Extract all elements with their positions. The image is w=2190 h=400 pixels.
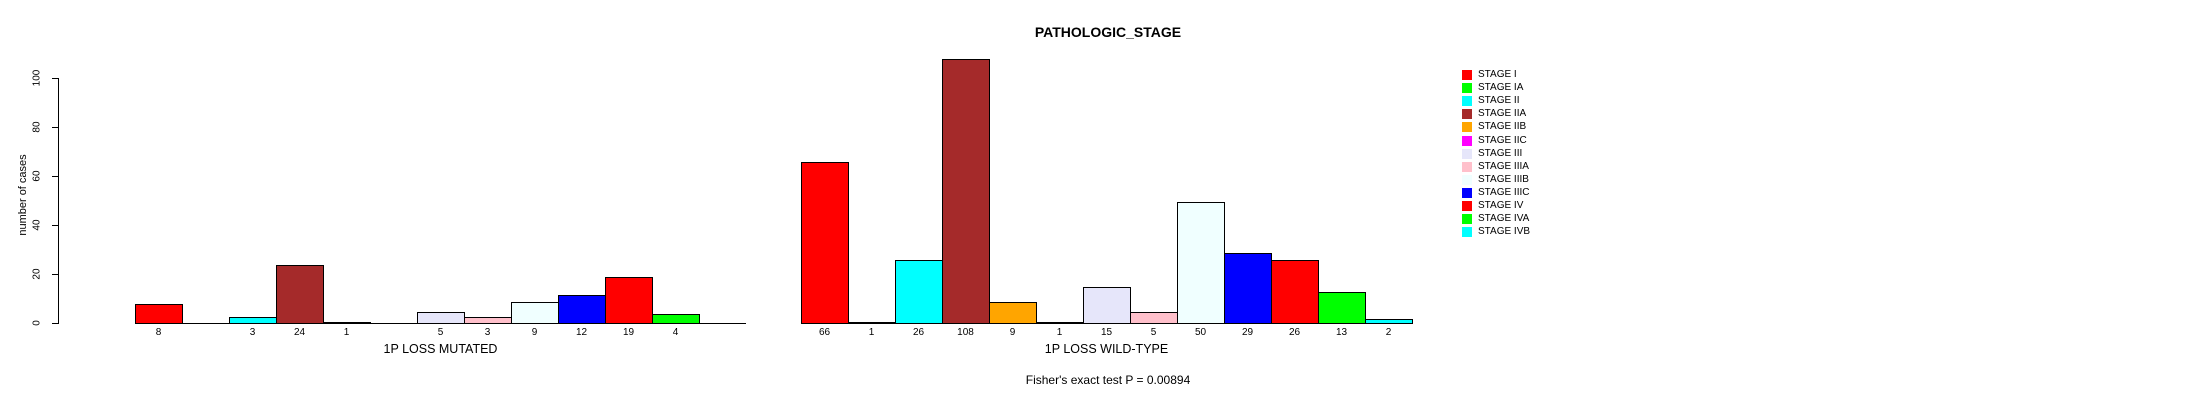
bar-value-label: 13 (1335, 327, 1348, 338)
bar-value-label: 26 (1288, 327, 1301, 338)
y-axis-line (58, 78, 59, 324)
fisher-test-annotation: Fisher's exact test P = 0.00894 (1025, 373, 1191, 387)
legend-label: STAGE III (1478, 147, 1523, 159)
bar-value-label: 2 (1385, 327, 1392, 338)
y-axis-tick-label: 40 (31, 219, 43, 231)
y-axis-tick-label: 20 (31, 268, 43, 280)
legend-swatch (1462, 109, 1472, 120)
bar-stage-iia (942, 59, 990, 324)
y-axis-tick (52, 127, 58, 128)
bar-value-label: 108 (957, 327, 974, 338)
bar-stage-iii (417, 311, 465, 324)
bar-stage-iib (989, 301, 1037, 324)
bar-value-label: 3 (484, 327, 491, 338)
legend-swatch (1462, 83, 1472, 94)
bar-stage-iii (1083, 287, 1131, 324)
bar-value-label: 5 (437, 327, 444, 338)
legend-swatch (1462, 201, 1472, 211)
bar-stage-iib (323, 321, 371, 324)
legend-swatch (1462, 187, 1472, 198)
bar-value-label: 50 (1194, 327, 1207, 338)
y-axis-tick-label: 0 (31, 320, 43, 326)
bar-stage-iiia (1130, 311, 1178, 324)
legend-label: STAGE IIB (1478, 121, 1527, 133)
bar-value-label: 4 (672, 327, 679, 338)
bar-stage-i (801, 162, 849, 324)
legend-swatch (1462, 70, 1472, 80)
bar-stage-ia (848, 321, 896, 324)
bar-stage-iv (605, 277, 653, 324)
bar-value-label: 5 (1150, 327, 1157, 338)
legend-label: STAGE IIA (1478, 108, 1527, 120)
legend-label: STAGE IVA (1478, 213, 1530, 225)
bar-stage-iiia (464, 316, 512, 324)
bar-value-label: 26 (912, 327, 925, 338)
bar-stage-ivb (1365, 319, 1413, 324)
y-axis-tick (52, 225, 58, 226)
legend-label: STAGE IA (1478, 82, 1524, 94)
y-axis-tick (52, 274, 58, 275)
group-axis-label: 1P LOSS WILD-TYPE (1044, 342, 1169, 356)
bar-value-label: 9 (531, 327, 538, 338)
bar-stage-ii (229, 316, 277, 324)
legend-label: STAGE I (1478, 69, 1517, 80)
legend-label: STAGE IVB (1478, 226, 1531, 238)
bar-value-label: 8 (155, 327, 162, 338)
bar-value-label: 1 (1056, 327, 1063, 338)
legend-label: STAGE IIIA (1478, 160, 1529, 172)
bar-value-label: 19 (622, 327, 635, 338)
bar-value-label: 66 (818, 327, 831, 338)
legend-label: STAGE IV (1478, 200, 1524, 211)
bar-stage-iv (1271, 260, 1319, 324)
group-axis-label: 1P LOSS MUTATED (383, 342, 498, 356)
bar-value-label: 9 (1009, 327, 1016, 338)
y-axis-tick-label: 80 (31, 121, 43, 133)
y-axis-title: number of cases (17, 154, 29, 236)
bar-stage-iiic (558, 294, 606, 324)
legend-swatch (1462, 122, 1472, 133)
bar-stage-iva (1318, 292, 1366, 324)
bar-value-label: 24 (293, 327, 306, 338)
bar-stage-iiic (1224, 252, 1272, 324)
legend-swatch (1462, 96, 1472, 107)
legend-label: STAGE IIIC (1478, 186, 1530, 198)
chart-title: PATHOLOGIC_STAGE (1034, 24, 1182, 40)
bar-value-label: 1 (868, 327, 875, 338)
legend-label: STAGE II (1478, 95, 1520, 107)
legend-swatch (1462, 135, 1472, 146)
bar-value-label: 3 (249, 327, 256, 338)
bar-stage-i (135, 304, 183, 324)
bar-value-label: 29 (1241, 327, 1254, 338)
legend-swatch (1462, 161, 1472, 172)
legend-label: STAGE IIIB (1478, 173, 1529, 185)
bar-stage-iiib (1177, 201, 1225, 324)
bar-stage-iic (1036, 321, 1084, 324)
y-axis-tick (52, 78, 58, 79)
bar-value-label: 1 (343, 327, 350, 338)
y-axis-tick (52, 323, 58, 324)
bar-value-label: 12 (575, 327, 588, 338)
legend-swatch (1462, 174, 1472, 185)
y-axis-tick-label: 100 (31, 69, 43, 87)
y-axis-tick-label: 60 (31, 170, 43, 182)
legend-label: STAGE IIC (1478, 134, 1527, 146)
bar-stage-iia (276, 265, 324, 324)
legend-swatch (1462, 214, 1472, 225)
legend-swatch (1462, 148, 1472, 159)
bar-stage-iva (652, 314, 700, 324)
bar-value-label: 15 (1100, 327, 1113, 338)
bar-stage-ii (895, 260, 943, 324)
bar-stage-iiib (511, 301, 559, 324)
y-axis-tick (52, 176, 58, 177)
legend-swatch (1462, 227, 1472, 238)
